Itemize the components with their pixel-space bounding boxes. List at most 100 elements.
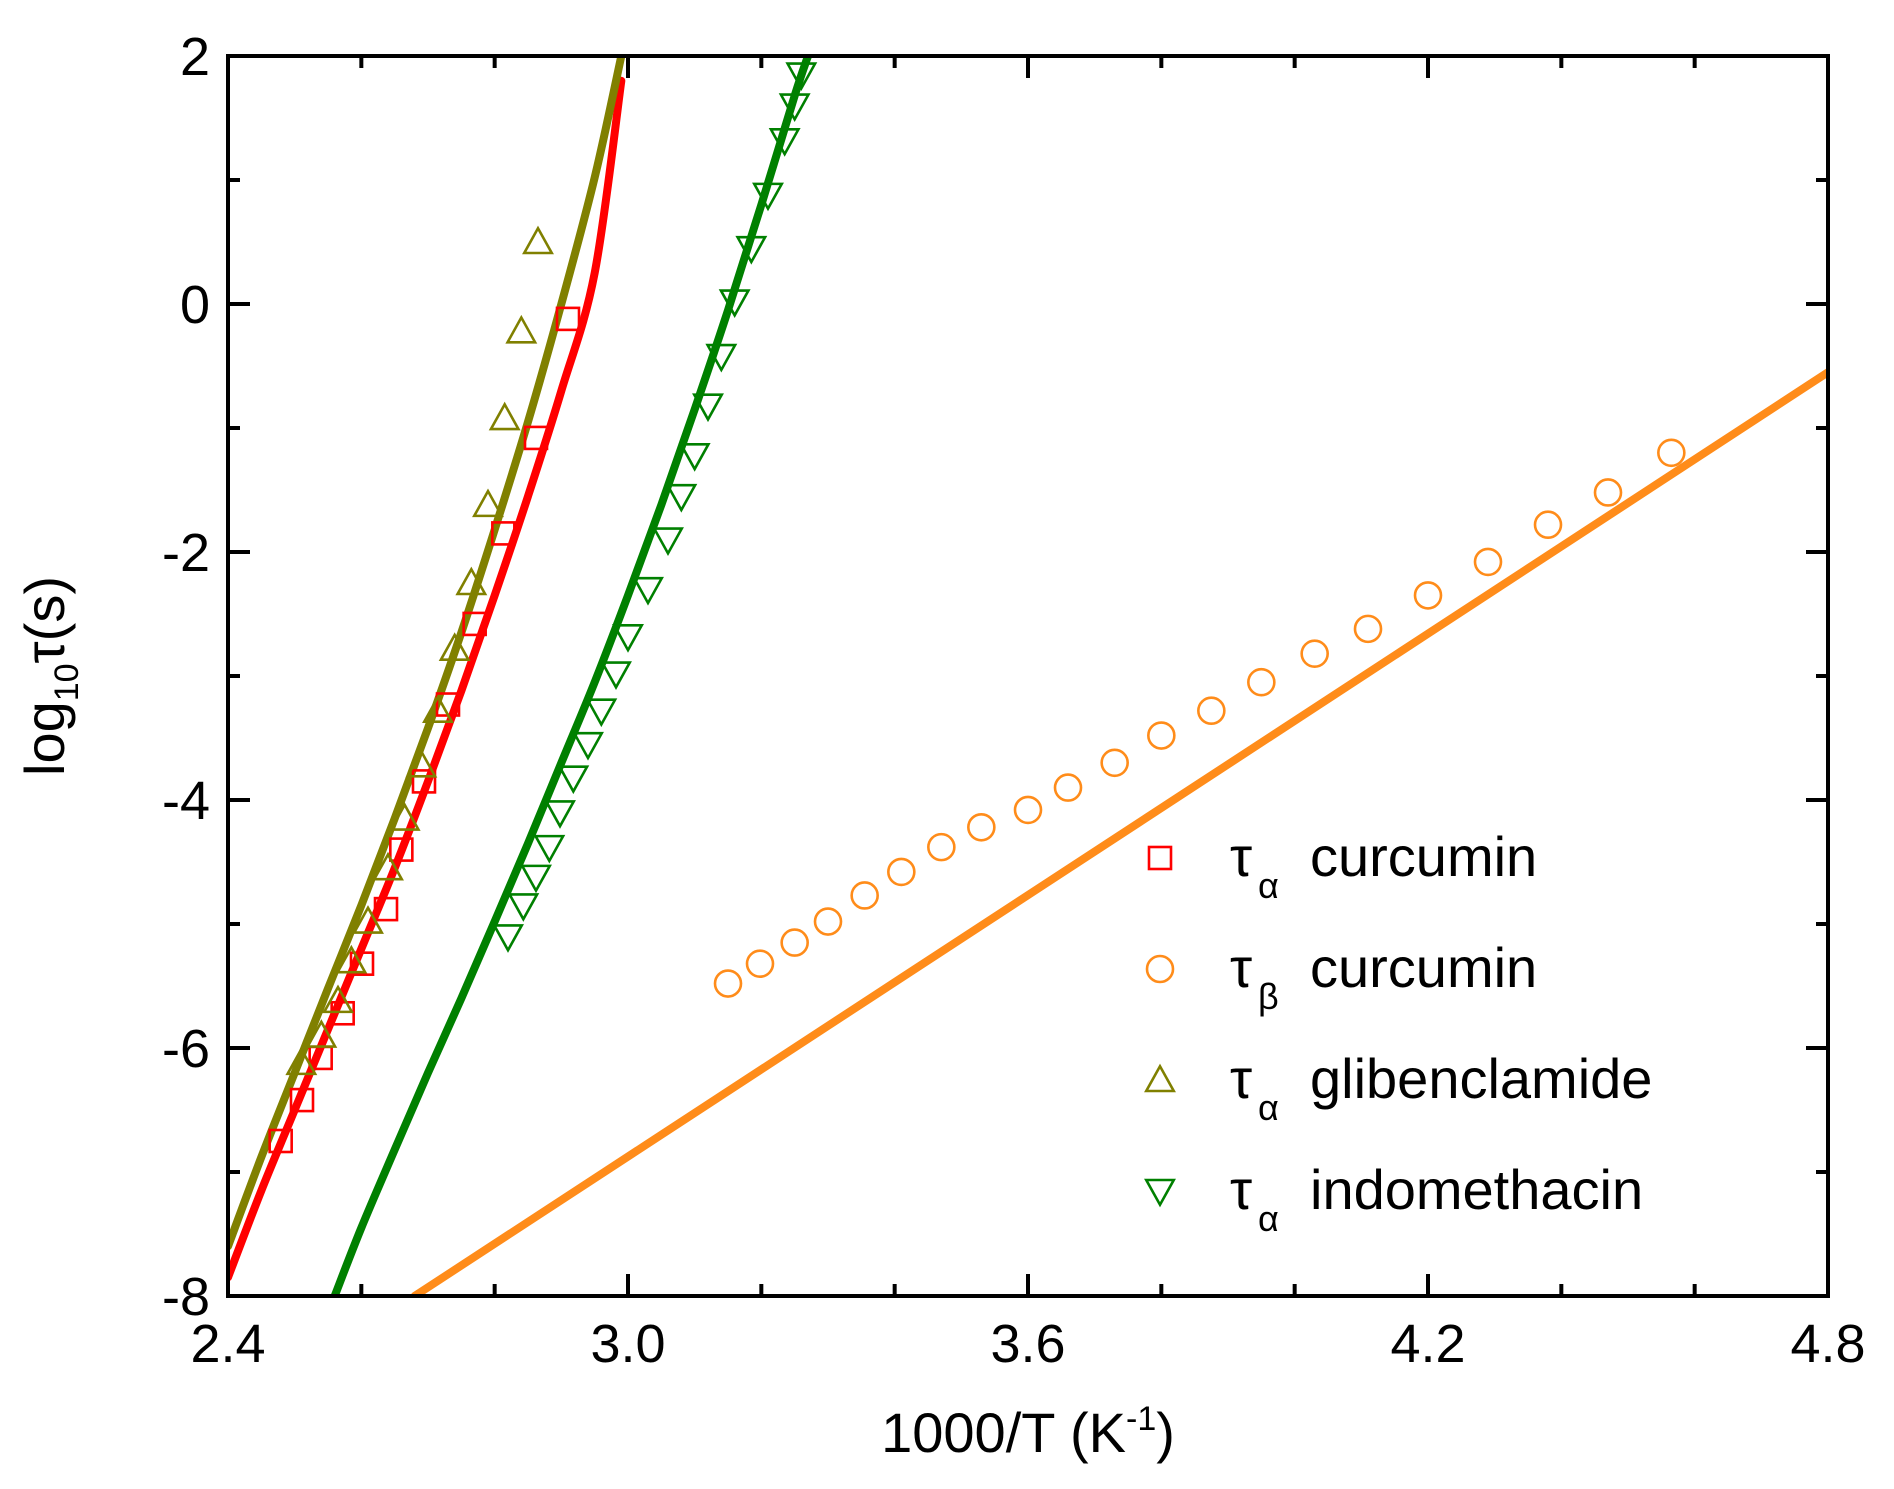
- x-axis-title-superscript: -1: [1126, 1400, 1156, 1438]
- data-point-alpha-glibenclamide: [522, 225, 554, 255]
- data-point-alpha-indomethacin: [507, 893, 540, 922]
- legend-marker-alpha-indomethacin: [1144, 1178, 1176, 1208]
- data-point-alpha-glibenclamide: [335, 944, 368, 974]
- data-point-alpha-glibenclamide: [352, 905, 384, 934]
- data-point-alpha-indomethacin: [652, 527, 684, 557]
- data-point-alpha-curcumin: [411, 769, 437, 794]
- data-markers: [268, 62, 1686, 1154]
- data-point-beta-curcumin: [713, 969, 743, 998]
- data-point-beta-curcumin: [1300, 639, 1329, 668]
- data-point-beta-curcumin: [1593, 478, 1623, 507]
- data-point-alpha-glibenclamide: [372, 851, 404, 881]
- data-point-alpha-indomethacin: [752, 182, 784, 212]
- data-point-alpha-curcumin: [462, 611, 487, 637]
- data-point-alpha-indomethacin: [520, 864, 552, 894]
- x-tick-label: 4.2: [1390, 1314, 1465, 1374]
- data-point-alpha-curcumin: [268, 1128, 293, 1154]
- data-point-beta-curcumin: [1413, 581, 1443, 610]
- legend-symbol: τ: [1230, 825, 1252, 888]
- data-point-beta-curcumin: [1533, 510, 1563, 540]
- y-tick-label: -6: [162, 1019, 210, 1079]
- data-point-beta-curcumin: [887, 857, 916, 887]
- legend-entry-alpha-glibenclamide: τ α glibenclamide: [1144, 1047, 1652, 1128]
- legend-subscript: α: [1258, 1198, 1279, 1239]
- x-tick-label: 4.8: [1790, 1314, 1865, 1374]
- data-point-alpha-indomethacin: [665, 483, 698, 513]
- data-point-beta-curcumin: [1197, 696, 1226, 726]
- data-point-beta-curcumin: [745, 949, 775, 978]
- legend-marker-alpha-curcumin: [1147, 845, 1173, 871]
- data-point-alpha-curcumin: [389, 837, 414, 862]
- legend-subscript: α: [1258, 865, 1279, 906]
- y-tick-label: -8: [162, 1267, 210, 1327]
- y-axis-title-subscript: 10: [48, 663, 86, 701]
- data-point-alpha-glibenclamide: [472, 488, 504, 518]
- data-point-beta-curcumin: [1473, 547, 1503, 577]
- legend-marker-beta-curcumin: [1145, 954, 1175, 984]
- data-point-beta-curcumin: [1013, 795, 1043, 825]
- data-point-alpha-indomethacin: [600, 661, 632, 690]
- data-point-beta-curcumin: [1657, 438, 1686, 468]
- x-axis-title: 1000/T (K-1): [881, 1400, 1175, 1464]
- legend-symbol: τ: [1230, 1047, 1252, 1110]
- data-point-alpha-indomethacin: [585, 698, 618, 728]
- data-point-alpha-indomethacin: [735, 235, 768, 265]
- data-point-beta-curcumin: [1353, 614, 1383, 644]
- data-point-alpha-glibenclamide: [505, 314, 538, 344]
- data-point-beta-curcumin: [967, 812, 996, 842]
- legend-label: curcumin: [1310, 936, 1537, 999]
- data-point-alpha-glibenclamide: [438, 632, 471, 662]
- data-point-alpha-curcumin: [523, 425, 549, 451]
- legend-label: curcumin: [1310, 825, 1537, 888]
- data-point-alpha-indomethacin: [785, 62, 818, 92]
- y-tick-label: -2: [162, 523, 210, 583]
- axes: 2.4 3.0 3.6 4.2 4.8 -8 -6 -4 -2 0 2: [162, 27, 1866, 1374]
- data-point-alpha-indomethacin: [678, 442, 711, 472]
- data-point-alpha-glibenclamide: [388, 802, 421, 831]
- x-tick-label: 2.4: [190, 1314, 265, 1374]
- legend-entry-alpha-indomethacin: τ α indomethacin: [1144, 1158, 1643, 1239]
- data-point-alpha-indomethacin: [768, 128, 801, 157]
- data-point-alpha-glibenclamide: [488, 401, 521, 431]
- fit-curve-alpha-indomethacin: [330, 56, 812, 1296]
- fit-curve-beta-curcumin: [410, 368, 1828, 1296]
- data-point-beta-curcumin: [850, 881, 879, 910]
- legend-marker-alpha-glibenclamide: [1144, 1063, 1176, 1093]
- data-point-alpha-indomethacin: [692, 393, 724, 423]
- data-point-alpha-curcumin: [349, 951, 375, 976]
- data-point-alpha-glibenclamide: [405, 748, 438, 778]
- data-point-beta-curcumin: [813, 907, 843, 936]
- data-point-alpha-glibenclamide: [455, 566, 488, 596]
- x-tick-label: 3.6: [990, 1314, 1065, 1374]
- data-point-beta-curcumin: [1247, 667, 1276, 697]
- legend-label: glibenclamide: [1310, 1047, 1652, 1110]
- data-point-alpha-curcumin: [373, 896, 399, 922]
- legend-symbol: τ: [1230, 1158, 1252, 1221]
- data-point-alpha-curcumin: [289, 1087, 315, 1113]
- data-point-alpha-indomethacin: [632, 576, 664, 606]
- data-point-beta-curcumin: [927, 832, 956, 862]
- y-tick-label: -4: [162, 771, 210, 831]
- data-point-alpha-indomethacin: [533, 834, 566, 864]
- data-point-alpha-indomethacin: [718, 289, 751, 318]
- legend-symbol: τ: [1230, 936, 1252, 999]
- data-point-alpha-indomethacin: [612, 624, 644, 653]
- data-point-alpha-glibenclamide: [285, 1046, 318, 1076]
- x-tick-label: 3.0: [590, 1314, 665, 1374]
- data-point-beta-curcumin: [1100, 748, 1129, 778]
- data-point-alpha-curcumin: [330, 1000, 355, 1026]
- data-point-beta-curcumin: [1147, 721, 1176, 750]
- legend-subscript: β: [1258, 976, 1279, 1017]
- data-point-alpha-curcumin: [491, 521, 516, 546]
- data-point-beta-curcumin: [780, 928, 809, 957]
- data-point-alpha-indomethacin: [492, 924, 524, 953]
- data-point-alpha-indomethacin: [557, 765, 590, 795]
- fit-curve-alpha-glibenclamide: [228, 56, 626, 1251]
- legend-entry-beta-curcumin: τ β curcumin: [1145, 936, 1537, 1017]
- fit-curve-alpha-curcumin: [228, 76, 626, 1282]
- y-tick-label: 2: [180, 27, 210, 87]
- data-point-beta-curcumin: [1053, 773, 1083, 802]
- y-axis-title: log10τ(s): [13, 576, 86, 776]
